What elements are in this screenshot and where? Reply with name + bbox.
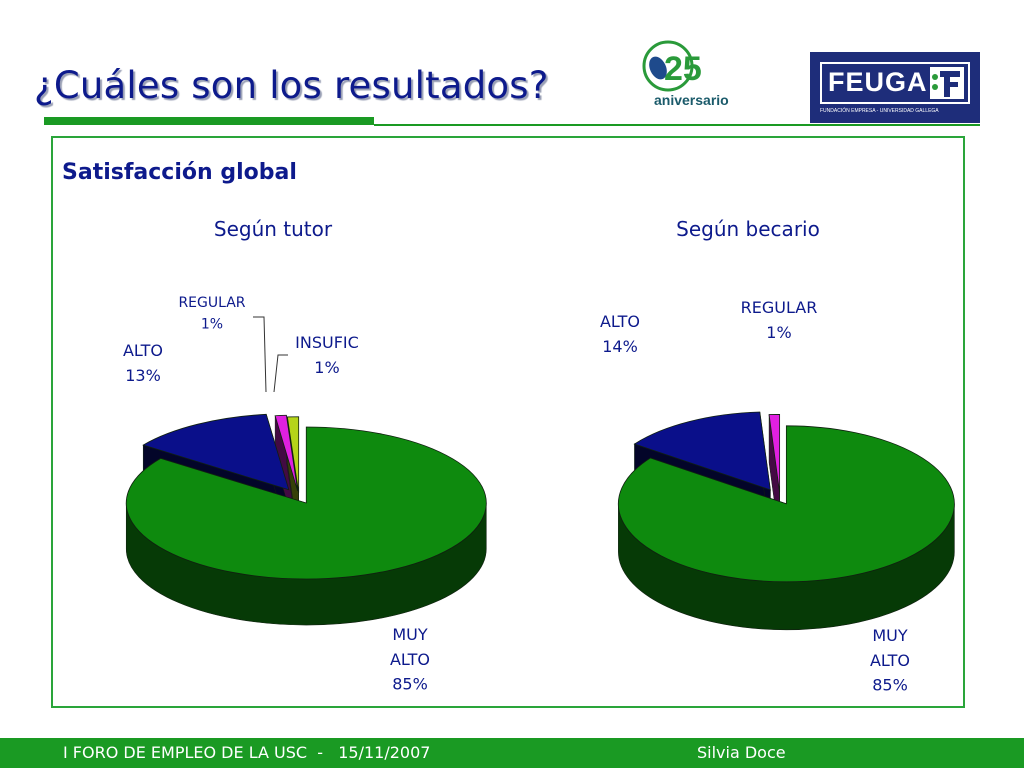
data-label: MUY ALTO 85% bbox=[870, 626, 910, 695]
anniversary-logo: 25 bbox=[636, 38, 756, 114]
footer-bar: I FORO DE EMPLEO DE LA USC - 15/11/2007 … bbox=[0, 738, 1024, 768]
anniversary-25-icon: 25 bbox=[642, 40, 702, 92]
feuga-logo-frame: FEUGA bbox=[820, 62, 970, 104]
feuga-logo-subtext: FUNDACIÓN EMPRESA - UNIVERSIDAD GALLEGA bbox=[820, 108, 939, 114]
pie-slice bbox=[286, 416, 300, 493]
section-title: Satisfacción global bbox=[62, 160, 297, 185]
content-frame bbox=[51, 136, 965, 708]
label-leader-line bbox=[253, 316, 267, 393]
pie-slice bbox=[274, 414, 299, 492]
footer-author-text: Silvia Doce bbox=[697, 743, 786, 762]
pie-slice bbox=[142, 413, 290, 491]
feuga-logo-text: FEUGA bbox=[828, 67, 928, 97]
title-underline-bar bbox=[44, 117, 374, 125]
pie-slice bbox=[633, 411, 771, 491]
data-label: REGULAR 1% bbox=[741, 298, 818, 342]
feuga-logo: FEUGA FUNDACIÓN EMPRESA - UNIVERSIDAD GA… bbox=[810, 52, 980, 123]
chart-title: Según tutor bbox=[214, 217, 333, 241]
pie-slice bbox=[125, 426, 487, 580]
data-label: REGULAR 1% bbox=[178, 295, 245, 333]
data-label: ALTO 13% bbox=[123, 341, 163, 385]
data-label: MUY ALTO 85% bbox=[390, 625, 430, 694]
data-label: ALTO 14% bbox=[600, 312, 640, 356]
anniversary-logo-text: aniversario bbox=[654, 92, 729, 108]
chart-title: Según becario bbox=[676, 217, 820, 241]
pie-chart-2: Según becario MUY ALTO 85% ALTO 14% REGULAR 1% bbox=[600, 217, 955, 695]
page-title: ¿Cuáles son los resultados? bbox=[34, 64, 549, 107]
footer-event-text: I FORO DE EMPLEO DE LA USC - 15/11/2007 bbox=[63, 743, 431, 762]
pie-slice bbox=[617, 425, 955, 583]
title-underline-rule bbox=[374, 124, 980, 126]
pie-slice bbox=[768, 414, 781, 493]
feuga-f-icon bbox=[930, 67, 964, 99]
svg-text:25: 25 bbox=[664, 50, 702, 88]
data-label: INSUFIC 1% bbox=[295, 333, 359, 377]
pie-chart-1: Según tutor MUY ALTO 85% ALTO 13% REGULAR 1% INS… bbox=[123, 217, 487, 694]
label-leader-line bbox=[273, 354, 288, 393]
